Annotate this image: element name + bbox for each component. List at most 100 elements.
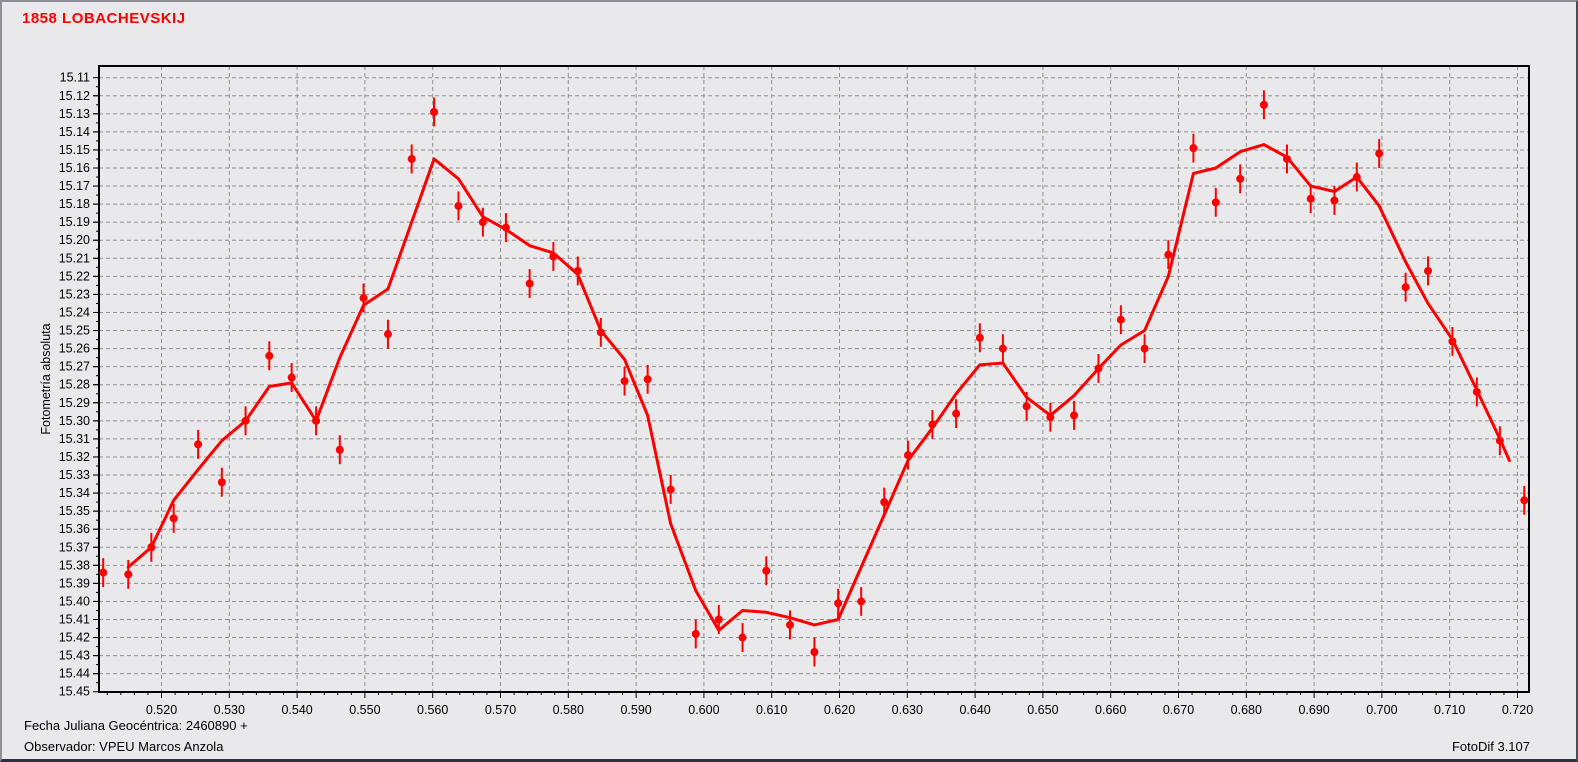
x-tick-label: 0.560 <box>417 703 448 717</box>
smoothed-curve <box>126 143 1511 632</box>
data-point <box>1140 344 1149 353</box>
data-point <box>1424 266 1433 275</box>
data-point <box>786 620 795 629</box>
y-tick-label: 15.29 <box>59 396 90 410</box>
y-tick-label: 15.43 <box>59 649 90 663</box>
y-tick-label: 15.12 <box>59 89 90 103</box>
data-point <box>407 154 416 163</box>
data-point <box>596 328 605 337</box>
data-point <box>857 597 866 606</box>
x-tick-label: 0.520 <box>146 703 177 717</box>
data-point <box>525 279 534 288</box>
x-tick-label: 0.600 <box>688 703 719 717</box>
data-point <box>1401 283 1410 292</box>
data-point <box>169 514 178 523</box>
x-tick-label: 0.580 <box>553 703 584 717</box>
y-tick-label: 15.11 <box>60 71 90 85</box>
data-point <box>217 478 226 487</box>
y-tick-label: 15.14 <box>59 125 90 139</box>
data-point <box>1330 196 1339 205</box>
plot-frame <box>98 65 1530 693</box>
y-tick-label: 15.18 <box>59 197 90 211</box>
data-point <box>928 420 937 429</box>
data-point <box>834 599 843 608</box>
data-point <box>903 451 912 460</box>
x-tick-label: 0.630 <box>892 703 923 717</box>
y-tick-label: 15.31 <box>59 432 90 446</box>
y-tick-label: 15.26 <box>59 342 90 356</box>
data-point <box>1306 194 1315 203</box>
y-tick-label: 15.42 <box>59 631 90 645</box>
x-tick-label: 0.530 <box>214 703 245 717</box>
data-point <box>454 201 463 210</box>
data-point <box>1352 173 1361 182</box>
y-tick-label: 15.15 <box>59 143 90 157</box>
y-tick-label: 15.27 <box>59 360 90 374</box>
x-tick-label: 0.690 <box>1298 703 1329 717</box>
data-point <box>1116 315 1125 324</box>
data-point <box>1282 154 1291 163</box>
y-tick-label: 15.30 <box>59 414 90 428</box>
data-point <box>478 218 487 227</box>
x-tick-label: 0.620 <box>824 703 855 717</box>
data-point <box>312 416 321 425</box>
data-point <box>1022 402 1031 411</box>
data-point <box>643 375 652 384</box>
y-tick-label: 15.32 <box>59 450 90 464</box>
y-tick-label: 15.21 <box>59 251 90 265</box>
data-point <box>1495 436 1504 445</box>
y-tick-label: 15.13 <box>59 107 90 121</box>
y-tick-label: 15.41 <box>59 613 90 627</box>
data-point <box>1448 337 1457 346</box>
data-point <box>1046 413 1055 422</box>
data-point <box>1094 364 1103 373</box>
y-tick-label: 15.28 <box>59 378 90 392</box>
data-point <box>810 648 819 657</box>
x-tick-label: 0.720 <box>1502 703 1533 717</box>
x-tick-label: 0.590 <box>620 703 651 717</box>
y-tick-label: 15.19 <box>59 215 90 229</box>
y-tick-label: 15.39 <box>59 576 90 590</box>
y-tick-label: 15.17 <box>59 179 90 193</box>
y-tick-label: 15.36 <box>59 522 90 536</box>
data-point <box>147 543 156 552</box>
y-tick-label: 15.37 <box>59 540 90 554</box>
x-tick-label: 0.540 <box>281 703 312 717</box>
data-point <box>620 377 629 386</box>
data-point <box>714 615 723 624</box>
data-point <box>549 252 558 261</box>
y-tick-label: 15.23 <box>59 287 90 301</box>
data-point <box>1164 250 1173 259</box>
y-axis-title: Fotometría absoluta <box>39 323 53 434</box>
y-tick-label: 15.38 <box>59 558 90 572</box>
data-point <box>359 294 368 303</box>
data-point <box>880 498 889 507</box>
data-point <box>1070 411 1079 420</box>
app-version-label: FotoDif 3.107 <box>1451 739 1530 754</box>
x-tick-label: 0.610 <box>756 703 787 717</box>
data-point <box>1189 144 1198 153</box>
y-tick-label: 15.33 <box>59 468 90 482</box>
data-point <box>241 416 250 425</box>
data-point <box>1259 100 1268 109</box>
data-point <box>762 566 771 575</box>
data-point <box>335 445 344 454</box>
data-point <box>1236 174 1245 183</box>
y-tick-label: 15.25 <box>59 324 90 338</box>
data-point <box>265 351 274 360</box>
x-tick-label: 0.570 <box>485 703 516 717</box>
y-tick-label: 15.44 <box>59 667 90 681</box>
data-point <box>1211 198 1220 207</box>
y-tick-label: 15.24 <box>59 305 90 319</box>
x-tick-label: 0.650 <box>1027 703 1058 717</box>
object-title: 1858 LOBACHEVSKIJ <box>22 10 186 27</box>
data-point <box>952 409 961 418</box>
data-point <box>124 570 133 579</box>
data-point <box>1520 496 1529 505</box>
data-point <box>666 485 675 494</box>
y-tick-label: 15.45 <box>59 685 90 699</box>
x-tick-label: 0.660 <box>1095 703 1126 717</box>
x-tick-label: 0.550 <box>349 703 380 717</box>
data-point <box>383 330 392 339</box>
data-point <box>99 568 108 577</box>
